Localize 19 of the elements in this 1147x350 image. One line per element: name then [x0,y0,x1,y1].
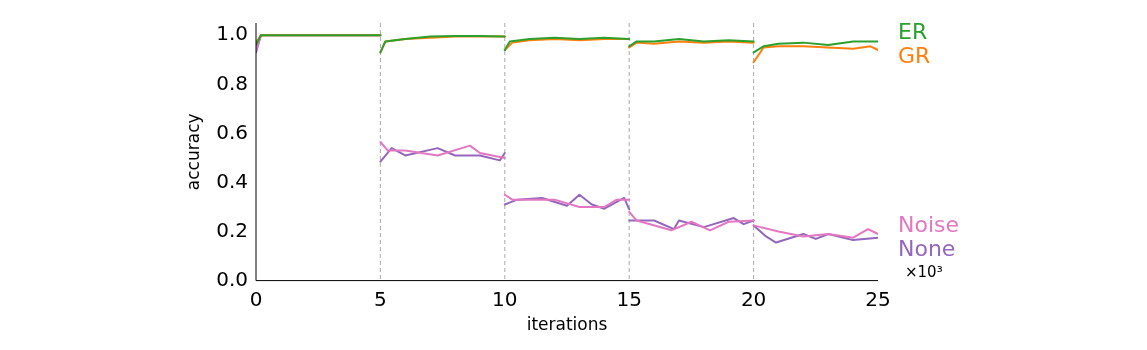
series-label: GR [898,43,931,69]
text: ×10³ [905,262,943,281]
y-axis-title: accuracy [182,113,203,191]
y-tick-label: 0.0 [216,266,248,291]
x-tick-label: 15 [616,286,642,311]
y-tick-label: 1.0 [216,21,248,46]
x-axis-title: iterations [526,314,608,335]
y-tick-label: 0.2 [216,217,248,242]
y-tick-label: 0.8 [216,70,248,95]
x-tick-label: 20 [740,286,767,311]
y-tick-label: 0.4 [216,168,248,193]
series-label: Noise [898,211,960,237]
series-label: ER [898,19,928,45]
x-tick-label: 25 [865,286,891,311]
x-tick-label: 5 [374,286,387,311]
series-label: None [898,235,956,261]
y-tick-label: 0.6 [216,119,248,144]
x-tick-label: 0 [249,286,263,311]
x-tick-label: 10 [492,286,518,311]
